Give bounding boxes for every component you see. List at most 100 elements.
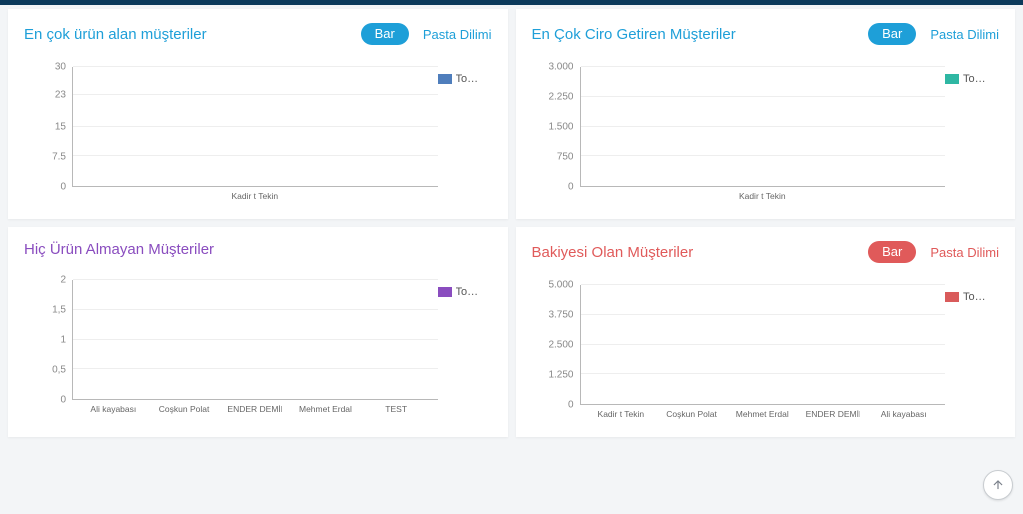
x-tick-label: ENDER DEMİRCİ [227,404,282,414]
y-tick-label: 23 [24,90,66,101]
x-tick-label: ENDER DEMİRCİ [806,409,861,419]
y-axis: 01.2502.5003.7505.000 [532,285,580,405]
legend-swatch [945,74,959,84]
y-tick-label: 3.000 [532,62,574,73]
chart: 01.2502.5003.7505.000Kadir t TekinCoşkun… [532,285,1000,419]
y-tick-label: 2.500 [532,340,574,351]
arrow-up-icon [991,478,1005,492]
y-axis: 07.5152330 [24,67,72,187]
panel-title: Bakiyesi Olan Müşteriler [532,244,694,261]
legend-swatch [438,287,452,297]
x-tick-label: Coşkun Polat [157,404,212,414]
bars-region [72,280,438,400]
y-axis: 00,511,52 [24,280,72,400]
panel-header: Hiç Ürün Almayan Müşteriler [24,241,492,258]
top-bar [0,0,1023,5]
chart-type-bar-button[interactable]: Bar [868,241,916,263]
y-tick-label: 30 [24,62,66,73]
legend-label: To… [963,291,986,303]
panel-header: Bakiyesi Olan Müşteriler Bar Pasta Dilim… [532,241,1000,263]
y-axis: 07501.5002.2503.000 [532,67,580,187]
y-tick-label: 2 [24,275,66,286]
chart: 07501.5002.2503.000Kadir t Tekin To… [532,67,1000,201]
chart-area: 07501.5002.2503.000Kadir t Tekin [532,67,946,201]
panel-header: En Çok Ciro Getiren Müşteriler Bar Pasta… [532,23,1000,45]
x-axis: Kadir t Tekin Coşkun Polat Mehmet Erdal END… [580,405,946,419]
y-tick-label: 15 [24,122,66,133]
panel-controls: Bar Pasta Dilimi [361,23,492,45]
y-tick-label: 0 [532,182,574,193]
bars-row [73,67,438,186]
bars-row [73,280,438,399]
panel-customers-no-purchase: Hiç Ürün Almayan Müşteriler 0 0,5 1 1,5 2 Ali… [8,227,508,437]
legend: To… [438,280,492,414]
panel-title: En çok ürün alan müşteriler [24,26,207,43]
legend-item: To… [438,73,492,85]
x-tick-label: Kadir t Tekin [594,409,649,419]
legend: To… [438,67,492,201]
x-tick-label: Mehmet Erdal [298,404,353,414]
legend-label: To… [456,73,479,85]
plot: 07.5152330 [24,67,438,187]
legend-item: To… [945,73,999,85]
x-tick-label: Kadir t Tekin [656,191,870,201]
chart-type-pie-button[interactable]: Pasta Dilimi [423,27,492,42]
legend-item: To… [438,286,492,298]
chart-area: 07.5152330Kadir t Tekin [24,67,438,201]
panel-title: En Çok Ciro Getiren Müşteriler [532,26,736,43]
bars-region [72,67,438,187]
legend-label: To… [456,286,479,298]
x-axis: Kadir t Tekin [580,187,946,201]
panel-header: En çok ürün alan müşteriler Bar Pasta Di… [24,23,492,45]
legend-swatch [438,74,452,84]
x-tick-label: Kadir t Tekin [148,191,362,201]
x-axis: Kadir t Tekin [72,187,438,201]
bars-region [580,285,946,405]
x-tick-label: Coşkun Polat [664,409,719,419]
chart-type-bar-button[interactable]: Bar [868,23,916,45]
y-tick-label: 0 [24,395,66,406]
x-tick-label: Ali kayabası [86,404,141,414]
chart: 07.5152330Kadir t Tekin To… [24,67,492,201]
panel-title: Hiç Ürün Almayan Müşteriler [24,241,214,258]
y-tick-label: 1.500 [532,122,574,133]
panel-top-customers-by-revenue: En Çok Ciro Getiren Müşteriler Bar Pasta… [516,9,1016,219]
y-tick-label: 1,5 [24,305,66,316]
dashboard-grid: En çok ürün alan müşteriler Bar Pasta Di… [8,9,1015,437]
x-axis: Ali kayabası Coşkun Polat ENDER DEMİRCİ Meh… [72,400,438,414]
y-tick-label: 1.250 [532,370,574,381]
chart-type-pie-button[interactable]: Pasta Dilimi [930,27,999,42]
x-tick-label: Mehmet Erdal [735,409,790,419]
bars-row [581,67,946,186]
chart-type-bar-button[interactable]: Bar [361,23,409,45]
plot: 01.2502.5003.7505.000 [532,285,946,405]
y-tick-label: 2.250 [532,92,574,103]
x-tick-label: Ali kayabası [876,409,931,419]
y-tick-label: 0,5 [24,365,66,376]
panel-top-customers-by-qty: En çok ürün alan müşteriler Bar Pasta Di… [8,9,508,219]
y-tick-label: 750 [532,152,574,163]
plot: 00,511,52 [24,280,438,400]
plot: 07501.5002.2503.000 [532,67,946,187]
y-tick-label: 5.000 [532,280,574,291]
legend: To… [945,67,999,201]
chart: 00,511,52Ali kayabasıCoşkun PolatENDER D… [24,280,492,414]
x-tick-label: TEST [369,404,424,414]
legend-swatch [945,292,959,302]
panel-customers-with-balance: Bakiyesi Olan Müşteriler Bar Pasta Dilim… [516,227,1016,437]
bars-row [581,285,946,404]
legend-item: To… [945,291,999,303]
chart-area: 01.2502.5003.7505.000Kadir t TekinCoşkun… [532,285,946,419]
panel-controls: Bar Pasta Dilimi [868,241,999,263]
y-tick-label: 1 [24,335,66,346]
y-tick-label: 7.5 [24,152,66,163]
scroll-to-top-button[interactable] [983,470,1013,500]
y-tick-label: 3.750 [532,310,574,321]
bars-region [580,67,946,187]
y-tick-label: 0 [24,182,66,193]
chart-type-pie-button[interactable]: Pasta Dilimi [930,245,999,260]
chart-area: 00,511,52Ali kayabasıCoşkun PolatENDER D… [24,280,438,414]
legend: To… [945,285,999,419]
legend-label: To… [963,73,986,85]
y-tick-label: 0 [532,400,574,411]
